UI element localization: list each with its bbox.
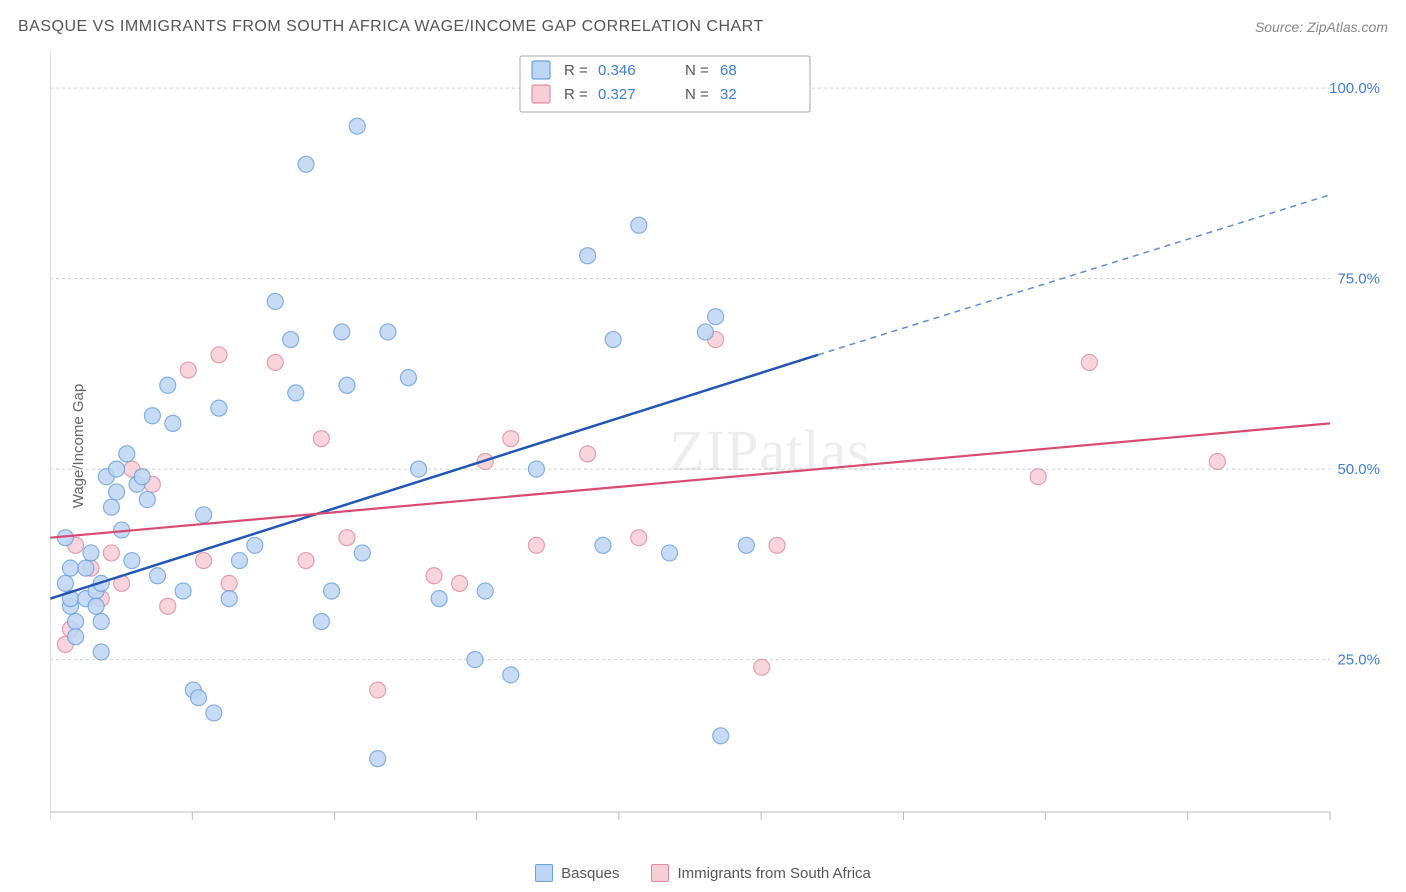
svg-text:N =: N = xyxy=(685,86,709,103)
trend-lines xyxy=(50,195,1330,599)
blue-series xyxy=(57,118,754,766)
svg-text:0.346: 0.346 xyxy=(598,62,636,79)
svg-text:25.0%: 25.0% xyxy=(1337,652,1380,669)
svg-text:N =: N = xyxy=(685,62,709,79)
scatter-plot: ZIPatlas 0.0%25.0% 25.0%50.0%75.0%100.0%… xyxy=(50,50,1386,832)
chart-source: Source: ZipAtlas.com xyxy=(1255,19,1388,35)
chart-area: ZIPatlas 0.0%25.0% 25.0%50.0%75.0%100.0%… xyxy=(50,50,1386,832)
svg-text:0.0%: 0.0% xyxy=(50,829,80,832)
legend-swatch-pink xyxy=(651,864,669,882)
chart-container: BASQUE VS IMMIGRANTS FROM SOUTH AFRICA W… xyxy=(0,0,1406,892)
pink-series xyxy=(57,332,1225,699)
svg-text:75.0%: 75.0% xyxy=(1337,271,1380,288)
title-row: BASQUE VS IMMIGRANTS FROM SOUTH AFRICA W… xyxy=(18,18,1388,36)
svg-text:R =: R = xyxy=(564,62,588,79)
legend-item-immigrants: Immigrants from South Africa xyxy=(651,864,870,882)
legend-label: Immigrants from South Africa xyxy=(677,865,870,882)
x-ticks: 0.0% 25.0% xyxy=(50,812,1380,832)
legend-item-basques: Basques xyxy=(535,864,619,882)
stats-legend: R = 0.346 N = 68 R = 0.327 N = 32 xyxy=(520,56,810,112)
y-ticks: 25.0% 50.0% 75.0% 100.0% xyxy=(1329,80,1380,669)
bottom-legend: Basques Immigrants from South Africa xyxy=(0,864,1406,882)
legend-label: Basques xyxy=(561,865,619,882)
svg-text:50.0%: 50.0% xyxy=(1337,461,1380,478)
svg-text:68: 68 xyxy=(720,62,737,79)
grid xyxy=(50,88,1330,660)
svg-text:32: 32 xyxy=(720,86,737,103)
svg-text:25.0%: 25.0% xyxy=(1337,829,1380,832)
svg-text:0.327: 0.327 xyxy=(598,86,636,103)
svg-text:100.0%: 100.0% xyxy=(1329,80,1380,97)
svg-text:R =: R = xyxy=(564,86,588,103)
chart-title: BASQUE VS IMMIGRANTS FROM SOUTH AFRICA W… xyxy=(18,18,764,36)
legend-swatch-blue xyxy=(535,864,553,882)
